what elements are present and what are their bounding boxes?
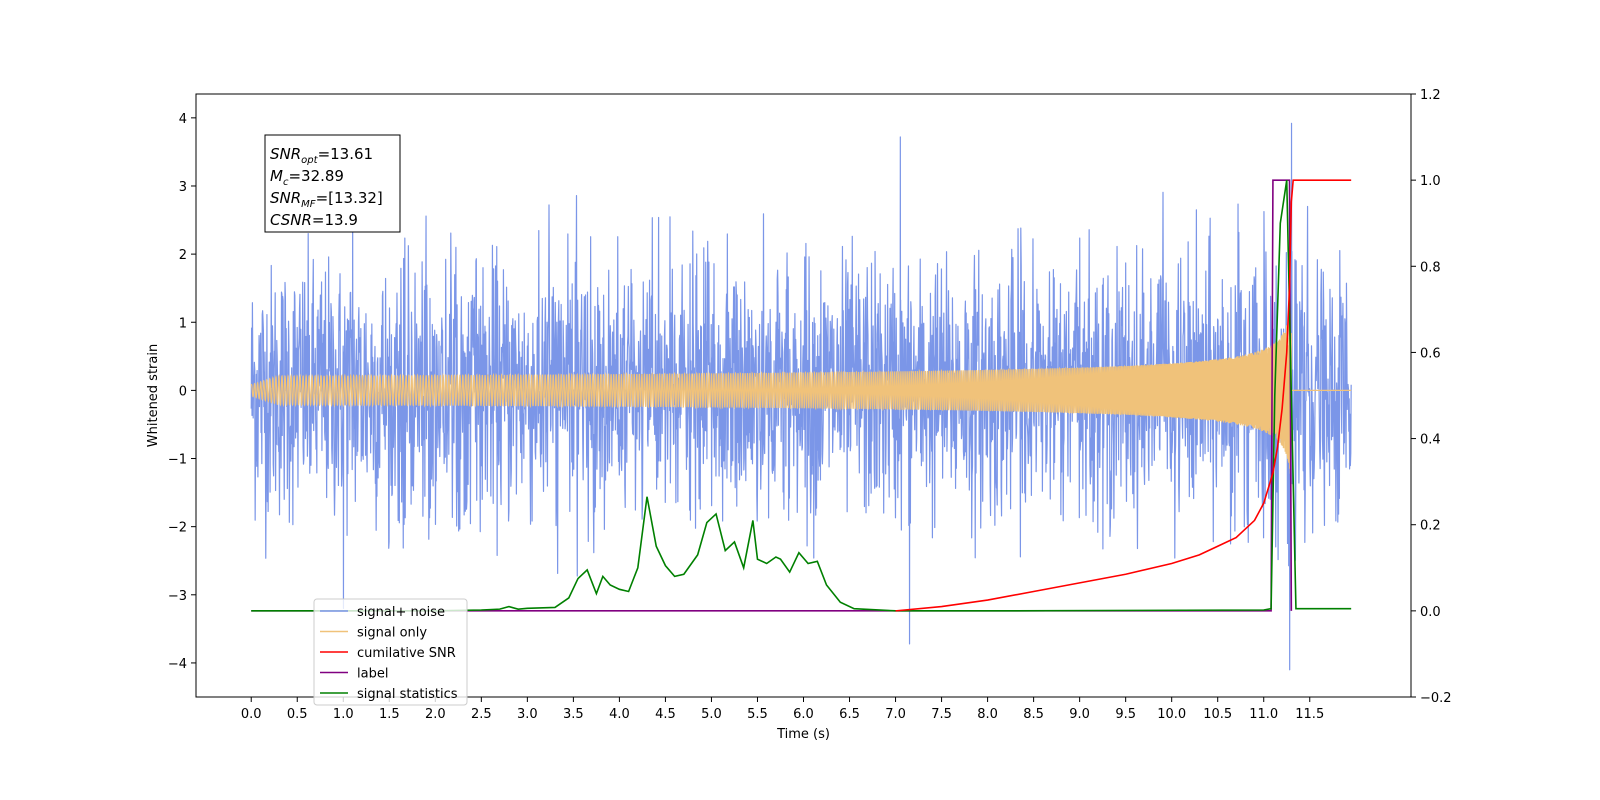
plot-area bbox=[250, 122, 1352, 671]
series-signal-plus-noise-line bbox=[250, 122, 1352, 671]
x-tick-label: 3.0 bbox=[517, 707, 538, 722]
y-tick-label: 2 bbox=[179, 248, 187, 263]
x-tick-label: 1.0 bbox=[333, 707, 354, 722]
y2-tick-label: 0.8 bbox=[1420, 260, 1441, 275]
x-tick-label: 8.5 bbox=[1023, 707, 1044, 722]
x-tick-label: 4.0 bbox=[609, 707, 630, 722]
y-tick-label: 1 bbox=[179, 316, 187, 331]
x-tick-label: 8.0 bbox=[977, 707, 998, 722]
series-signal-statistics-line bbox=[251, 180, 1352, 612]
y-tick-label: −2 bbox=[168, 521, 187, 536]
x-tick-label: 5.0 bbox=[701, 707, 722, 722]
x-tick-label: 5.5 bbox=[747, 707, 768, 722]
x-tick-label: 6.5 bbox=[839, 707, 860, 722]
legend-label: signal+ noise bbox=[357, 605, 445, 620]
x-tick-label: 11.5 bbox=[1295, 707, 1324, 722]
legend-label: label bbox=[357, 667, 388, 682]
series-cumulative-snr-line bbox=[895, 179, 1352, 612]
stats-line: SNRopt=13.61 bbox=[270, 145, 373, 166]
y-tick-label: 3 bbox=[179, 180, 187, 195]
x-tick-label: 9.0 bbox=[1069, 707, 1090, 722]
y2-tick-label: 0.6 bbox=[1420, 346, 1441, 361]
y-tick-label: 0 bbox=[179, 384, 187, 399]
y2-tick-label: 0.0 bbox=[1420, 605, 1441, 620]
y-tick-label: −1 bbox=[168, 453, 187, 468]
stats-line: Mc=32.89 bbox=[270, 167, 344, 188]
axes: 0.0 0.5 1.0 1.5 2.0 2.5 3.0 3.5 4.0 4.5 5.0 5.5 6.0 6… bbox=[168, 88, 1452, 722]
y2-tick-label: −0.2 bbox=[1420, 691, 1452, 706]
x-tick-label: 9.5 bbox=[1115, 707, 1136, 722]
x-tick-label: 2.5 bbox=[471, 707, 492, 722]
stats-box-frame bbox=[264, 134, 401, 233]
y2-tick-label: 1.0 bbox=[1420, 174, 1441, 189]
legend-label: cumilative SNR bbox=[357, 646, 456, 661]
x-tick-label: 0.0 bbox=[241, 707, 262, 722]
legend-label: signal statistics bbox=[357, 687, 458, 702]
x-tick-label: 7.5 bbox=[931, 707, 952, 722]
x-tick-label: 10.5 bbox=[1203, 707, 1232, 722]
y-axis-label: Whitened strain bbox=[146, 344, 161, 447]
x-tick-label: 1.5 bbox=[379, 707, 400, 722]
x-tick-label: 0.5 bbox=[287, 707, 308, 722]
legend: signal+ noise signal only cumilative SNR la… bbox=[313, 598, 468, 706]
legend-frame bbox=[313, 598, 468, 706]
x-tick-label: 11.0 bbox=[1249, 707, 1278, 722]
stats-line: SNRMF=[13.32] bbox=[270, 189, 383, 210]
x-axis-label: Time (s) bbox=[776, 727, 830, 742]
x-tick-label: 2.0 bbox=[425, 707, 446, 722]
y2-tick-label: 1.2 bbox=[1420, 88, 1441, 103]
y-tick-label: 4 bbox=[179, 112, 187, 127]
x-tick-label: 6.0 bbox=[793, 707, 814, 722]
y-tick-label: −3 bbox=[168, 589, 187, 604]
x-tick-label: 10.0 bbox=[1157, 707, 1186, 722]
legend-label: signal only bbox=[357, 626, 427, 641]
x-tick-label: 4.5 bbox=[655, 707, 676, 722]
stats-line: CSNR=13.9 bbox=[270, 211, 358, 229]
series-signal-only-line bbox=[250, 313, 1352, 474]
y2-tick-label: 0.2 bbox=[1420, 519, 1441, 534]
stats-annotation-box: SNRopt=13.61Mc=32.89SNRMF=[13.32]CSNR=13… bbox=[264, 134, 401, 233]
x-tick-label: 3.5 bbox=[563, 707, 584, 722]
y2-tick-label: 0.4 bbox=[1420, 433, 1441, 448]
x-tick-label: 7.0 bbox=[885, 707, 906, 722]
y-tick-label: −4 bbox=[168, 657, 187, 672]
